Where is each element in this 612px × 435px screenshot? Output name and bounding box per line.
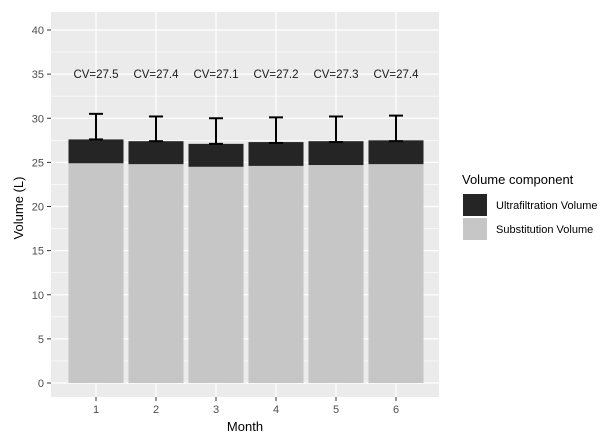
- y-tick-label: 0: [38, 378, 44, 390]
- y-tick-label: 25: [32, 157, 44, 169]
- cv-annotation: CV=27.3: [313, 69, 358, 81]
- x-axis: 1 2 3 4 5 6: [93, 397, 399, 416]
- bar-substitution-5: [308, 165, 364, 383]
- cv-annotation: CV=27.4: [133, 69, 179, 81]
- y-axis-title: Volume (L): [11, 177, 26, 240]
- y-tick-label: 40: [32, 25, 44, 37]
- x-tick-label: 6: [393, 404, 399, 416]
- legend-key: [463, 194, 487, 216]
- error-bar-3: [209, 117, 223, 145]
- x-tick-label: 1: [93, 404, 99, 416]
- y-tick-label: 20: [32, 202, 44, 214]
- bar-ultrafiltration-2: [128, 141, 184, 165]
- cv-annotation: CV=27.1: [193, 69, 238, 81]
- error-bars: [89, 112, 403, 145]
- bar-substitution-4: [248, 165, 304, 383]
- bar-ultrafiltration-4: [248, 142, 304, 166]
- bar-substitution-3: [188, 166, 244, 383]
- cv-annotation: CV=27.4: [373, 69, 419, 81]
- bar-ultrafiltration-6: [368, 140, 424, 165]
- cv-annotation: CV=27.5: [73, 69, 118, 81]
- y-tick-label: 10: [32, 290, 44, 302]
- x-axis-title: Month: [227, 419, 263, 434]
- legend-label: Ultrafiltration Volume: [496, 200, 598, 212]
- x-tick-label: 2: [153, 404, 159, 416]
- error-bar-1: [89, 112, 103, 141]
- bar-substitution-1: [68, 163, 124, 383]
- legend-key: [463, 218, 487, 240]
- bar-ultrafiltration-3: [188, 143, 244, 167]
- x-tick-label: 4: [273, 404, 279, 416]
- y-tick-label: 30: [32, 113, 44, 125]
- y-tick-label: 35: [32, 69, 44, 81]
- error-bar-5: [329, 115, 343, 144]
- x-tick-label: 3: [213, 404, 219, 416]
- y-tick-label: 5: [38, 334, 44, 346]
- bar-substitution-6: [368, 164, 424, 383]
- y-axis: 0 5 10 15 20 25 30 35 40: [32, 25, 51, 390]
- cv-annotation: CV=27.2: [253, 69, 298, 81]
- annotations: CV=27.5 CV=27.4 CV=27.1 CV=27.2 CV=27.3 CV=27…: [73, 69, 419, 81]
- legend-label: Substitution Volume: [496, 224, 593, 236]
- legend-title: Volume component: [462, 172, 574, 187]
- bar-ultrafiltration-1: [68, 139, 124, 164]
- y-tick-label: 15: [32, 246, 44, 258]
- bar-substitution-2: [128, 164, 184, 383]
- bars: [68, 139, 424, 383]
- error-bar-4: [269, 116, 283, 144]
- error-bar-2: [149, 115, 163, 143]
- error-bar-6: [389, 114, 403, 143]
- x-tick-label: 5: [333, 404, 339, 416]
- legend: Volume component Ultrafiltration Volume S…: [462, 172, 598, 240]
- bar-ultrafiltration-5: [308, 141, 364, 166]
